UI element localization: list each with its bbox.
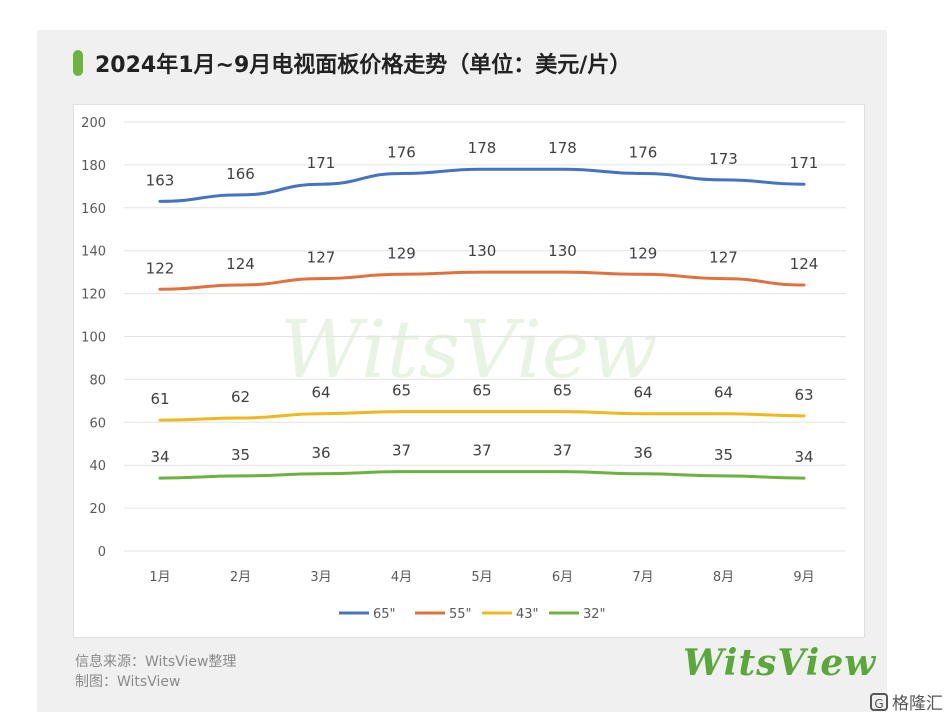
made-by-note: 制图：WitsView xyxy=(75,674,181,690)
data-label: 34 xyxy=(150,448,169,466)
x-tick-label: 7月 xyxy=(632,570,653,585)
data-label: 130 xyxy=(468,242,497,260)
data-label: 124 xyxy=(790,255,819,273)
source-note: 信息来源：WitsView整理 xyxy=(75,654,237,670)
data-label: 127 xyxy=(307,249,336,267)
corner-watermark-text: 格隆汇 xyxy=(892,694,943,714)
data-label: 173 xyxy=(709,150,738,168)
y-tick-label: 80 xyxy=(89,373,106,388)
data-label: 178 xyxy=(548,139,577,157)
data-label: 166 xyxy=(226,165,255,183)
y-tick-label: 180 xyxy=(81,159,106,174)
legend-label: 55" xyxy=(449,607,472,622)
data-label: 64 xyxy=(311,384,330,402)
series-line xyxy=(158,410,806,422)
y-tick-label: 100 xyxy=(81,331,106,346)
data-label: 65 xyxy=(553,382,572,400)
title-row: 2024年1月~9月电视面板价格走势（单位：美元/片） xyxy=(73,48,631,78)
y-tick-label: 0 xyxy=(98,545,106,560)
footer-notes: 信息来源：WitsView整理 制图：WitsView xyxy=(75,652,236,692)
data-label: 65 xyxy=(392,382,411,400)
title-accent-bar xyxy=(73,50,83,76)
watermark-text: WitsView xyxy=(280,303,657,396)
legend-label: 32" xyxy=(583,607,606,622)
data-label: 176 xyxy=(629,143,658,161)
data-label: 63 xyxy=(794,386,813,404)
data-label: 64 xyxy=(633,384,652,402)
witsview-logo: WitsView xyxy=(683,642,877,684)
gelonghui-logo-icon: G xyxy=(870,692,888,711)
data-label: 129 xyxy=(387,244,416,262)
data-label: 176 xyxy=(387,143,416,161)
data-label: 35 xyxy=(231,446,250,464)
data-label: 65 xyxy=(472,382,491,400)
x-tick-label: 9月 xyxy=(793,570,814,585)
data-label: 36 xyxy=(633,444,652,462)
y-tick-label: 200 xyxy=(81,116,106,131)
legend-label: 43" xyxy=(516,607,539,622)
y-tick-label: 140 xyxy=(81,245,106,260)
y-tick-label: 160 xyxy=(81,202,106,217)
y-tick-label: 20 xyxy=(89,502,106,517)
x-tick-label: 3月 xyxy=(310,570,331,585)
data-label: 37 xyxy=(472,442,491,460)
data-label: 37 xyxy=(392,442,411,460)
y-tick-label: 60 xyxy=(89,416,106,431)
data-label: 163 xyxy=(146,171,175,189)
chart-title: 2024年1月~9月电视面板价格走势（单位：美元/片） xyxy=(95,53,632,78)
data-label: 61 xyxy=(150,390,169,408)
series-line xyxy=(158,270,806,291)
data-label: 122 xyxy=(146,259,175,277)
x-tick-label: 8月 xyxy=(713,570,734,585)
x-tick-label: 6月 xyxy=(552,570,573,585)
x-tick-label: 4月 xyxy=(391,570,412,585)
legend-label: 65" xyxy=(373,607,396,622)
data-label: 36 xyxy=(311,444,330,462)
data-label: 178 xyxy=(468,139,497,157)
x-tick-label: 1月 xyxy=(149,570,170,585)
data-label: 62 xyxy=(231,388,250,406)
data-label: 129 xyxy=(629,244,658,262)
data-label: 124 xyxy=(226,255,255,273)
x-tick-label: 2月 xyxy=(230,570,251,585)
data-label: 34 xyxy=(794,448,813,466)
x-tick-label: 5月 xyxy=(471,570,492,585)
data-label: 171 xyxy=(307,154,336,172)
data-label: 37 xyxy=(553,442,572,460)
data-label: 171 xyxy=(790,154,819,172)
series-line xyxy=(158,470,806,480)
data-label: 64 xyxy=(714,384,733,402)
data-label: 127 xyxy=(709,249,738,267)
data-label: 130 xyxy=(548,242,577,260)
y-tick-label: 120 xyxy=(81,288,106,303)
data-label: 35 xyxy=(714,446,733,464)
line-chart: WitsView 0 20 40 60 80 100 120 140 160 180 200 1月 2月 3… xyxy=(81,116,846,622)
y-tick-label: 40 xyxy=(89,459,106,474)
corner-watermark: G 格隆汇 xyxy=(870,689,943,714)
chart-card: 2024年1月~9月电视面板价格走势（单位：美元/片） WitsView 0 20 4… xyxy=(37,30,887,712)
plot-panel: WitsView 0 20 40 60 80 100 120 140 160 180 200 1月 2月 3… xyxy=(73,104,865,638)
series-line xyxy=(158,167,806,203)
